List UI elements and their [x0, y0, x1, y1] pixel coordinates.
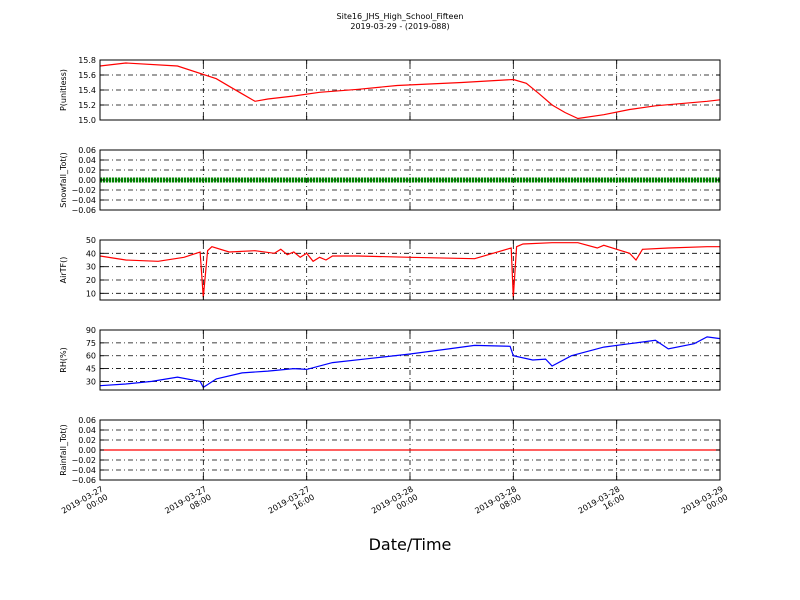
y-tick-label: 75 [86, 339, 96, 348]
y-tick-label: 15.2 [78, 101, 96, 110]
y-tick-label: 0.02 [78, 436, 96, 445]
y-tick-label: 15.8 [78, 56, 96, 65]
series-p-unitless-line [99, 62, 721, 120]
x-tick-label: 2019-03-2808:00 [473, 485, 522, 524]
x-axis-label: Date/Time [369, 535, 452, 554]
y-tick-label: 15.6 [78, 71, 96, 80]
x-tick-label: 2019-03-2816:00 [577, 485, 626, 524]
x-tick-label: 2019-03-2716:00 [267, 485, 316, 524]
y-axis-label-p-unitless: P(unitless) [59, 69, 68, 111]
series-airtf-line [99, 242, 720, 298]
grid [100, 240, 720, 300]
y-tick-label: 50 [86, 236, 96, 245]
y-tick-label: 15.4 [78, 86, 96, 95]
chart-subtitle: 2019-03-29 - (2019-088) [350, 22, 449, 31]
y-tick-label: 0.02 [78, 166, 96, 175]
y-axis-label-snowfall-tot: Snowfall_Tot() [59, 152, 68, 208]
y-tick-label: 0.06 [78, 146, 96, 155]
x-tick-label: 2019-03-2700:00 [60, 485, 109, 524]
y-tick-label: 0.00 [78, 446, 96, 455]
y-tick-label: 30 [86, 263, 96, 272]
y-tick-label: −0.06 [71, 206, 96, 215]
panel-snowfall-tot: −0.06−0.04−0.020.000.020.040.06 Snowfall_… [59, 146, 721, 215]
y-tick-label: −0.04 [71, 466, 96, 475]
y-tick-label: 40 [86, 249, 96, 258]
panel-rh: 30 45 60 75 90 RH(%) [59, 326, 721, 391]
y-tick-label: 0.00 [78, 176, 96, 185]
y-tick-label: 0.04 [78, 156, 96, 165]
y-tick-label: 30 [86, 377, 96, 386]
panel-airtf: 10 20 30 40 50 AirTF() [59, 236, 721, 301]
x-axis-ticks: 2019-03-2700:00 2019-03-2708:00 2019-03-27… [60, 485, 729, 524]
y-tick-label: −0.02 [71, 456, 96, 465]
chart-title: Site16_JHS_High_School_Fifteen [337, 12, 464, 21]
x-tick-label: 2019-03-2800:00 [370, 485, 419, 524]
panels: 15.015.215.415.615.8P(unitless)−0.06−0.0… [59, 56, 721, 485]
panel-rainfall-tot: −0.06−0.04−0.020.000.020.040.06 Rainfall_… [59, 416, 721, 485]
y-tick-label: −0.02 [71, 186, 96, 195]
x-tick-label: 2019-03-2900:00 [680, 485, 729, 524]
y-tick-label: 0.06 [78, 416, 96, 425]
y-tick-label: 15.0 [78, 116, 96, 125]
grid [100, 60, 720, 120]
x-tick-label: 2019-03-2708:00 [163, 485, 212, 524]
grid [100, 330, 720, 390]
y-tick-label: 10 [86, 289, 96, 298]
y-tick-label: 0.04 [78, 426, 96, 435]
y-axis-label-rh: RH(%) [59, 347, 68, 372]
y-tick-label: 90 [86, 326, 96, 335]
y-tick-label: 20 [86, 276, 96, 285]
y-tick-label: 60 [86, 352, 96, 361]
y-tick-label: −0.06 [71, 476, 96, 485]
series-rh-line [99, 336, 721, 389]
panel-p-unitless: 15.0 15.2 15.4 15.6 15.8 P(unitless) [59, 56, 721, 125]
y-tick-label: 45 [86, 365, 96, 374]
y-axis-label-rainfall-tot: Rainfall_Tot() [59, 424, 68, 476]
y-axis-label-airtf: AirTF() [59, 257, 68, 284]
y-tick-label: −0.04 [71, 196, 96, 205]
